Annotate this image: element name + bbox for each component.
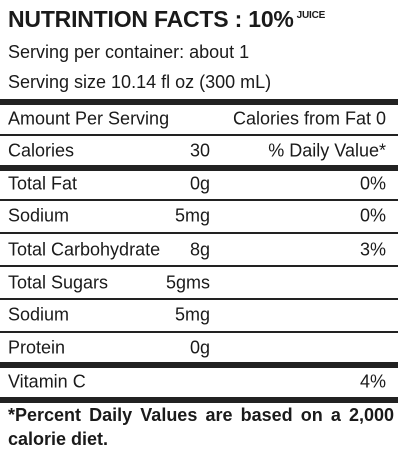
label-title: NUTRINTION FACTS : 10% JUICE [8, 6, 325, 33]
divider [0, 331, 398, 333]
nutrient-daily-value: 4% [359, 371, 386, 392]
title-main: NUTRINTION FACTS : 10% [8, 6, 294, 32]
nutrient-daily-value: 0% [359, 173, 386, 194]
nutrient-row-sodium: Sodium 5mg [0, 299, 398, 331]
nutrient-amount: 0g [189, 173, 210, 194]
nutrient-name: Sodium [8, 205, 70, 226]
nutrient-name: Sodium [8, 304, 70, 325]
divider [0, 265, 398, 267]
divider [0, 298, 398, 300]
nutrient-row-total-sugars: Total Sugars 5gms [0, 267, 398, 299]
calories-amount: 30 [189, 140, 210, 161]
servings-per-container: Serving per container: about 1 [8, 42, 250, 62]
nutrient-row-total-carbohydrate: Total Carbohydrate 8g 3% [0, 234, 398, 266]
nutrient-amount: 5mg [174, 205, 210, 226]
nutrient-row-protein: Protein 0g [0, 332, 398, 364]
nutrient-name: Total Carbohydrate [8, 239, 161, 260]
amount-per-serving-row: Amount Per Serving Calories from Fat 0 [0, 103, 398, 135]
divider-thick [0, 165, 398, 171]
nutrient-daily-value: 0% [359, 205, 386, 226]
nutrient-row-vitamin-c: Vitamin C 4% [0, 366, 398, 398]
divider [0, 134, 398, 136]
calories-label: Calories [8, 140, 75, 161]
title-suffix: JUICE [296, 10, 326, 21]
divider-thick [0, 362, 398, 368]
divider-thick [0, 397, 398, 403]
nutrient-name: Total Sugars [8, 272, 109, 293]
nutrient-amount: 0g [189, 337, 210, 358]
nutrient-row-sodium: Sodium 5mg 0% [0, 200, 398, 232]
serving-size: Serving size 10.14 fl oz (300 mL) [8, 72, 272, 92]
nutrient-name: Total Fat [8, 173, 78, 194]
nutrient-name: Protein [8, 337, 66, 358]
calories-row: Calories 30 % Daily Value* [0, 135, 398, 167]
divider [0, 199, 398, 201]
nutrient-daily-value: 3% [359, 239, 386, 260]
daily-value-footnote: *Percent Daily Values are based on a 2,0… [8, 405, 394, 449]
nutrient-amount: 5gms [165, 272, 210, 293]
nutrient-row-total-fat: Total Fat 0g 0% [0, 168, 398, 200]
amount-per-serving-label: Amount Per Serving [8, 108, 170, 129]
calories-from-fat: Calories from Fat 0 [232, 108, 386, 129]
divider-thick [0, 99, 398, 105]
divider [0, 232, 398, 234]
nutrient-name: Vitamin C [8, 371, 86, 392]
nutrient-amount: 5mg [174, 304, 210, 325]
nutrient-amount: 8g [189, 239, 210, 260]
daily-value-header: % Daily Value* [268, 140, 386, 161]
